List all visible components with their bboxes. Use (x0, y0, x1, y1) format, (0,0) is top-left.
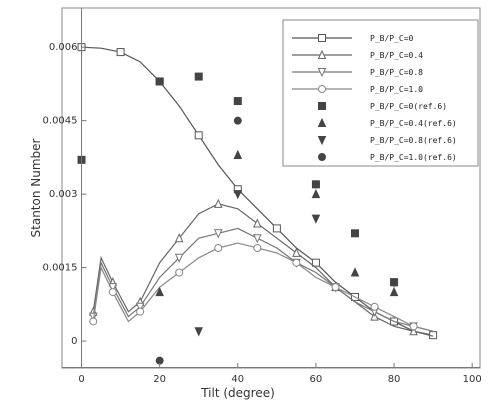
legend-item: P_B/P_C=1.0 (292, 85, 423, 94)
data-point (389, 286, 399, 297)
data-point (88, 312, 98, 322)
data-point (108, 288, 117, 297)
legend-marker (317, 49, 327, 59)
data-point (311, 180, 320, 189)
axes: 0 20 40 60 80 100 0 0.0015 0.003 0.0045 0.006 (43, 8, 482, 385)
x-axis-label: Tilt (degree) (200, 386, 275, 400)
data-point (116, 48, 125, 57)
y-axis-label: Stanton Number (29, 138, 43, 237)
legend-item: P_B/P_C=0 (292, 34, 414, 43)
legend-marker (318, 34, 326, 42)
data-point (350, 229, 359, 238)
legend-label: P_B/P_C=0 (370, 34, 414, 43)
data-point (253, 244, 262, 252)
x-tick-label: 40 (231, 374, 244, 385)
data-point (136, 307, 145, 316)
data-point (213, 229, 223, 239)
data-point (272, 224, 281, 233)
x-tick-label: 0 (78, 374, 84, 385)
data-point (311, 258, 320, 267)
data-point (214, 244, 223, 252)
series-3 (89, 242, 434, 332)
data-point (292, 247, 301, 257)
data-point (311, 214, 321, 224)
data-point (390, 278, 399, 287)
data-point (155, 286, 164, 297)
legend-item: P_B/P_C=0.8 (292, 68, 423, 78)
y-tick-label: 0.0015 (43, 263, 78, 274)
data-point (194, 327, 204, 337)
legend-box (282, 19, 479, 167)
data-point (155, 77, 164, 86)
legend-marker (317, 68, 327, 78)
legend-item: P_B/P_C=1.0(ref.6) (318, 153, 457, 162)
series-5 (155, 149, 399, 297)
data-point (350, 267, 360, 277)
legend-marker (317, 136, 327, 146)
series-7 (155, 116, 399, 365)
y-tick-label: 0.003 (49, 189, 78, 200)
y-tick-label: 0.006 (49, 42, 78, 53)
legend-item: P_B/P_C=0.4(ref.6) (317, 117, 457, 128)
data-point (194, 72, 203, 81)
legend-label: P_B/P_C=0.8 (370, 68, 423, 77)
legend-label: P_B/P_C=1.0 (370, 85, 423, 94)
legend-item: P_B/P_C=0.4 (292, 49, 423, 60)
legend-label: P_B/P_C=0.8(ref.6) (370, 136, 457, 145)
data-point (194, 131, 203, 140)
legend-item: P_B/P_C=0(ref.6) (318, 102, 447, 111)
legend-label: P_B/P_C=0.4 (370, 51, 423, 60)
x-tick-label: 20 (153, 374, 166, 385)
data-point (89, 317, 98, 326)
data-point (331, 283, 340, 292)
x-tick-label: 100 (463, 374, 482, 385)
data-point (233, 116, 242, 125)
data-point (233, 190, 243, 200)
legend: P_B/P_C=0 P_B/P_C=0.4 P_B/P_C=0.8 P_B/P_C=1… (282, 19, 479, 167)
legend-label: P_B/P_C=1.0(ref.6) (370, 153, 457, 162)
legend-item: P_B/P_C=0.8(ref.6) (317, 136, 457, 146)
data-point (175, 268, 184, 277)
series-2 (88, 227, 434, 332)
data-point (311, 188, 321, 199)
series-line (92, 203, 434, 337)
legend-marker (318, 153, 326, 161)
y-tick-label: 0 (71, 336, 77, 347)
y-tick-label: 0.0045 (43, 116, 78, 127)
data-point (253, 218, 262, 228)
legend-marker (317, 117, 327, 127)
data-point (135, 302, 145, 312)
data-point (174, 233, 184, 243)
legend-label: P_B/P_C=0(ref.6) (370, 102, 447, 111)
series-line (92, 227, 434, 332)
x-tick-label: 80 (388, 374, 401, 385)
legend-marker (318, 85, 326, 93)
legend-marker (318, 102, 326, 110)
series-line (92, 242, 434, 332)
data-point (213, 198, 223, 208)
data-point (174, 253, 184, 263)
data-point (253, 234, 262, 244)
data-point (292, 258, 301, 267)
series-group (77, 43, 438, 365)
x-tick-label: 60 (310, 374, 323, 385)
data-point (370, 302, 379, 311)
data-point (233, 149, 243, 159)
legend-label: P_B/P_C=0.4(ref.6) (370, 119, 457, 128)
data-point (409, 322, 418, 331)
data-point (233, 97, 242, 106)
